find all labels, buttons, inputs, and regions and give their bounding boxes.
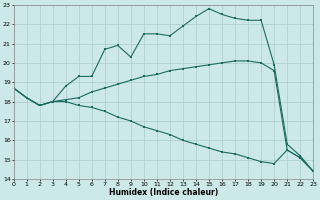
X-axis label: Humidex (Indice chaleur): Humidex (Indice chaleur) xyxy=(109,188,218,197)
